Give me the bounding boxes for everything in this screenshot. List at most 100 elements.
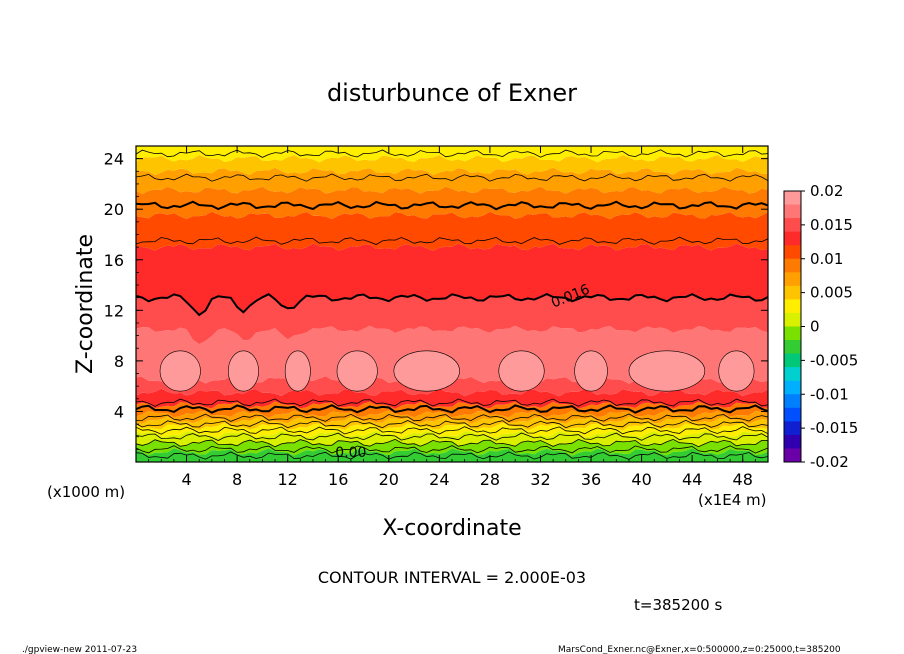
colorbar-cell [784,353,801,368]
x-axis-label: X-coordinate [382,516,521,541]
x-tick-label: 4 [181,470,191,489]
x-tick-label: 28 [480,470,500,489]
high-value-region [159,350,201,392]
high-value-region [498,350,545,392]
contour-band [136,416,768,431]
x-tick-label: 48 [733,470,753,489]
contour-line [135,438,768,448]
contour-line [135,149,769,158]
contour-band [136,410,768,424]
contour-band [136,243,768,315]
colorbar: 0.02 0.015 0.01 0.005 0 -0.005 -0.01 -0.015 -0.0… [783,182,858,471]
colorbar-cell [784,285,801,300]
contour-line [135,236,769,245]
x-tick-label: 12 [278,470,298,489]
x-tick-label: 20 [379,470,399,489]
colorbar-label: 0.015 [810,216,853,234]
y-tick-label: 8 [114,352,124,371]
x-axis-unit: (x1E4 m) [698,491,767,509]
colorbar-cell [784,218,801,233]
contour-line [135,445,769,454]
colorbar-label: 0.02 [810,182,843,200]
colorbar-label: -0.02 [810,453,849,471]
x-tick-label: 40 [631,470,651,489]
colorbar-labels: 0.02 0.015 0.01 0.005 0 -0.005 -0.01 -0.015 -0.0… [801,182,858,471]
colorbar-cell [784,367,801,382]
colorbar-cell [784,407,801,422]
colorbar-cell [784,394,801,409]
contour-line [135,398,769,407]
contour-line [135,413,769,422]
x-tick-label: 8 [232,470,242,489]
contour-band [136,376,768,397]
contour-line [135,451,769,460]
colorbar-cell [784,299,801,314]
contour-line [135,426,769,435]
y-tick-label: 16 [104,251,124,270]
contour-lines [135,149,769,460]
chart-title: disturbunce of Exner [327,79,577,107]
colorbar-label: -0.005 [810,351,858,369]
colorbar-cell [784,380,801,395]
y-tick-label: 12 [104,301,124,320]
colorbar-cell [784,421,801,436]
contour-line [135,432,769,441]
colorbar-label: 0 [810,318,820,336]
contour-line [135,404,769,414]
high-value-region [336,350,378,392]
contour-band [136,211,768,251]
contour-label: 0.00 [335,445,366,461]
x-tick-label: 44 [682,470,702,489]
contour-band [136,146,768,163]
high-value-region [393,350,460,392]
footer-left: ./gpview-new 2011-07-23 [22,645,137,654]
high-value-region [718,350,755,392]
x-axis-ticks: 4 8 12 16 20 24 28 32 36 40 44 48 [148,146,756,489]
footer-right: MarsCond_Exner.nc@Exner,x=0:500000,z=0:2… [558,645,841,654]
contour-line [135,292,769,317]
colorbar-cell [784,231,801,246]
colorbar-label: 0.005 [810,284,853,302]
x-tick-label: 36 [581,470,601,489]
contour-band [136,439,768,456]
colorbar-cell [784,191,801,206]
colorbar-label: 0.01 [810,250,843,268]
colorbar-cell [784,258,801,273]
y-tick-label: 20 [104,200,124,219]
y-axis-ticks: 4 8 12 16 20 24 [104,150,768,450]
contour-line [135,173,769,182]
contour-line [135,419,769,429]
colorbar-cells [784,191,801,463]
contour-interval-text: CONTOUR INTERVAL = 2.000E-03 [318,568,586,587]
colorbar-cell [784,245,801,260]
y-axis-unit: (x1000 m) [47,483,125,501]
colorbar-cell [784,204,801,219]
x-tick-label: 24 [429,470,449,489]
contour-line [135,200,769,211]
colorbar-cell [784,340,801,355]
colorbar-cell [784,434,801,449]
high-value-region [574,350,608,392]
contour-band [136,388,768,409]
colorbar-cell [784,326,801,341]
high-value-region [227,350,259,392]
x-tick-label: 32 [530,470,550,489]
colorbar-label: -0.015 [810,419,858,437]
contour-band [136,186,768,220]
colorbar-cell [784,312,801,327]
y-tick-label: 24 [104,150,124,169]
colorbar-cell [784,448,801,463]
time-label: t=385200 s [634,596,722,614]
high-value-region [628,350,706,392]
colorbar-cell [784,272,801,287]
y-axis-label: Z-coordinate [73,234,98,374]
contour-band [136,294,768,345]
x-tick-label: 16 [328,470,348,489]
high-value-region [284,350,311,392]
y-tick-label: 4 [114,402,124,421]
colorbar-label: -0.01 [810,385,849,403]
contour-band [136,155,768,175]
color-bands [136,146,768,462]
